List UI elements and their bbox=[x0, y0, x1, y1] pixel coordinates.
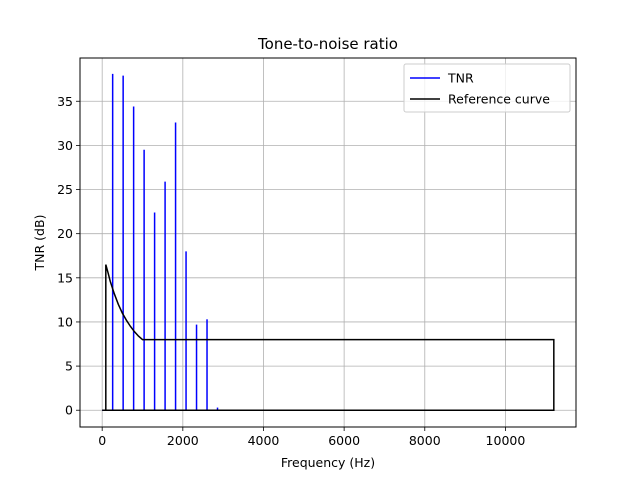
x-tick-label: 2000 bbox=[167, 433, 199, 448]
y-tick-label: 30 bbox=[57, 138, 73, 153]
x-tick-label: 6000 bbox=[328, 433, 360, 448]
y-tick-label: 35 bbox=[57, 94, 73, 109]
y-tick-label: 0 bbox=[65, 403, 73, 418]
y-tick-label: 15 bbox=[57, 270, 73, 285]
grid bbox=[80, 58, 576, 427]
x-tick-label: 0 bbox=[98, 433, 106, 448]
axis-ticks: 0 2000 4000 6000 8000 10000 0 5 10 15 20 25 30 35 bbox=[57, 94, 525, 448]
legend-entry-tnr: TNR bbox=[447, 71, 474, 86]
x-tick-label: 4000 bbox=[248, 433, 280, 448]
plot-frame bbox=[79, 57, 577, 428]
x-tick-label: 8000 bbox=[409, 433, 441, 448]
x-tick-label: 10000 bbox=[486, 433, 526, 448]
legend-entry-reference-curve: Reference curve bbox=[448, 92, 550, 107]
y-tick-label: 10 bbox=[57, 314, 73, 329]
y-axis-label: TNR (dB) bbox=[32, 215, 47, 272]
chart-title: Tone-to-noise ratio bbox=[257, 35, 398, 53]
y-tick-label: 25 bbox=[57, 182, 73, 197]
reference-curve-line bbox=[102, 264, 555, 411]
x-axis-label: Frequency (Hz) bbox=[281, 455, 375, 470]
legend-box bbox=[403, 63, 571, 113]
y-tick-label: 20 bbox=[57, 226, 73, 241]
legend: TNR Reference curve bbox=[403, 63, 571, 113]
series-layer bbox=[102, 73, 555, 411]
y-tick-label: 5 bbox=[65, 359, 73, 374]
